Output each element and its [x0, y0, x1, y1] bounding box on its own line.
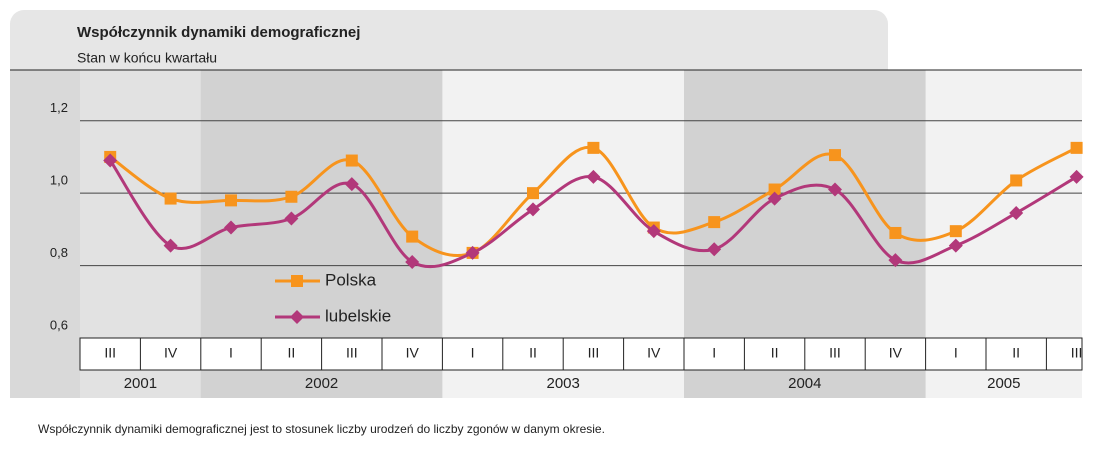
x-tick-label: II — [288, 345, 296, 361]
marker — [285, 190, 298, 203]
marker — [948, 238, 963, 253]
legend-marker — [291, 275, 303, 287]
marker — [707, 242, 722, 257]
legend-marker — [290, 310, 304, 324]
x-tick-label: III — [588, 345, 600, 361]
marker — [828, 182, 842, 197]
marker — [344, 177, 359, 192]
x-tick-label: I — [712, 345, 716, 361]
marker — [768, 183, 781, 196]
year-label: 2003 — [547, 375, 580, 392]
marker — [767, 191, 782, 206]
marker — [889, 226, 902, 239]
y-tick-label: 0,8 — [50, 245, 68, 260]
y-tick-label: 1,0 — [50, 173, 68, 188]
marker — [829, 149, 841, 162]
legend-label: lubelskie — [325, 306, 391, 325]
x-tick-label: II — [771, 345, 779, 361]
x-tick-label: I — [229, 345, 233, 361]
x-tick-label: IV — [406, 345, 420, 361]
year-band — [684, 70, 926, 338]
x-tick-label: IV — [647, 345, 661, 361]
x-tick-label: I — [954, 345, 958, 361]
year-band — [200, 70, 443, 338]
x-tick-label: IV — [164, 345, 178, 361]
year-cell — [925, 370, 1082, 398]
marker — [406, 230, 419, 243]
marker — [465, 245, 480, 260]
marker — [949, 225, 962, 238]
marker — [888, 253, 903, 268]
year-label: 2004 — [788, 375, 821, 392]
x-tick-label: III — [346, 345, 358, 361]
x-tick-label: III — [104, 345, 116, 361]
year-label: 2002 — [305, 375, 338, 392]
marker — [708, 216, 721, 229]
marker — [163, 238, 178, 253]
x-tick-label: I — [471, 345, 475, 361]
year-cell — [200, 370, 443, 398]
y-tick-label: 0,6 — [50, 317, 68, 332]
year-band — [442, 70, 684, 338]
year-band — [80, 70, 201, 338]
legend-label: Polska — [325, 270, 377, 289]
y-tick-label: 1,2 — [50, 100, 68, 115]
marker — [526, 202, 540, 217]
year-cell — [684, 370, 926, 398]
marker — [527, 187, 539, 200]
marker — [1070, 141, 1083, 154]
marker — [1009, 206, 1024, 221]
marker — [587, 141, 600, 154]
x-tick-label: IV — [889, 345, 903, 361]
marker — [284, 211, 299, 226]
marker — [224, 220, 238, 235]
year-band — [925, 70, 1082, 338]
marker — [646, 224, 661, 239]
marker — [225, 194, 237, 207]
footnote: Współczynnik dynamiki demograficznej jes… — [38, 422, 605, 436]
marker — [405, 254, 420, 269]
year-label: 2001 — [124, 375, 157, 392]
marker — [345, 154, 358, 167]
marker — [586, 169, 601, 184]
year-cell — [80, 370, 201, 398]
marker — [1010, 174, 1023, 187]
chart-title: Współczynnik dynamiki demograficznej — [77, 24, 360, 41]
x-tick-label: III — [1071, 345, 1083, 361]
marker — [1069, 169, 1084, 184]
chart-subtitle: Stan w końcu kwartału — [77, 50, 217, 66]
quarter-row — [79, 337, 1083, 371]
x-tick-label: III — [829, 345, 841, 361]
year-cell — [442, 370, 684, 398]
x-tick-label: II — [1012, 345, 1020, 361]
marker — [103, 153, 118, 168]
marker — [164, 192, 177, 205]
x-tick-label: II — [529, 345, 537, 361]
year-label: 2005 — [987, 375, 1020, 392]
